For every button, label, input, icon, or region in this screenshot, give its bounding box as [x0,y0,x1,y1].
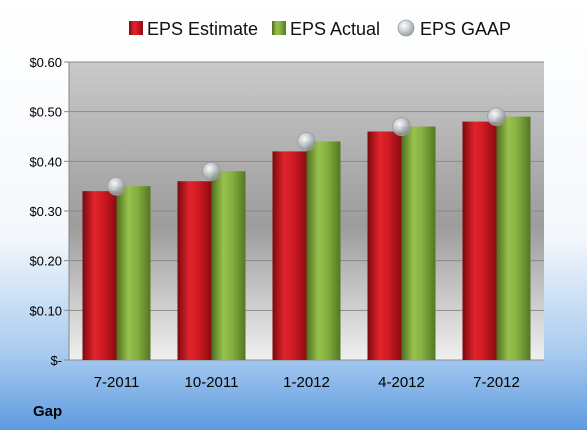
legend-swatch-eps-estimate [129,21,143,35]
bar-eps-actual [306,141,341,360]
y-tick-label: $0.30 [29,204,62,219]
marker-eps-gaap [297,132,316,151]
legend-label-eps-gaap: EPS GAAP [420,19,511,39]
bar-eps-actual [116,186,151,360]
x-category-label: 7-2012 [473,374,520,391]
x-category-label: 1-2012 [283,374,330,391]
bar-eps-actual [211,171,246,360]
y-tick-label: $0.60 [29,55,62,70]
x-axis-categories: 7-2011 10-2011 1-2012 4-2012 7-2012 [94,374,520,391]
gaap-markers [107,107,506,196]
bar-eps-estimate [462,121,497,360]
y-axis-ticks: $- $0.10 $0.20 $0.30 $0.40 $0.50 $0.60 [29,55,70,368]
bar-eps-actual [496,116,531,360]
legend: EPS Estimate EPS Actual EPS GAAP [129,19,511,39]
y-tick-label: $0.10 [29,303,62,318]
bars [82,116,531,360]
x-category-label: 7-2011 [94,374,140,391]
marker-eps-gaap [107,176,126,196]
x-category-label: 4-2012 [378,374,425,391]
y-tick-label: $0.20 [29,254,62,269]
bar-eps-estimate [367,131,402,360]
marker-eps-gaap [202,161,221,181]
y-tick-label: $- [50,353,62,368]
y-tick-label: $0.40 [29,154,62,169]
bar-eps-estimate [82,191,117,360]
company-label: Gap [33,403,62,420]
legend-label-eps-estimate: EPS Estimate [147,19,258,39]
legend-swatch-eps-actual [272,21,286,35]
legend-label-eps-actual: EPS Actual [290,19,380,39]
bar-eps-estimate [272,151,307,360]
marker-eps-gaap [392,117,411,136]
marker-eps-gaap [487,107,506,127]
bar-eps-estimate [177,181,212,360]
y-tick-label: $0.50 [29,105,62,120]
bar-eps-actual [401,126,436,360]
x-category-label: 10-2011 [185,374,239,391]
legend-swatch-eps-gaap [397,19,415,37]
